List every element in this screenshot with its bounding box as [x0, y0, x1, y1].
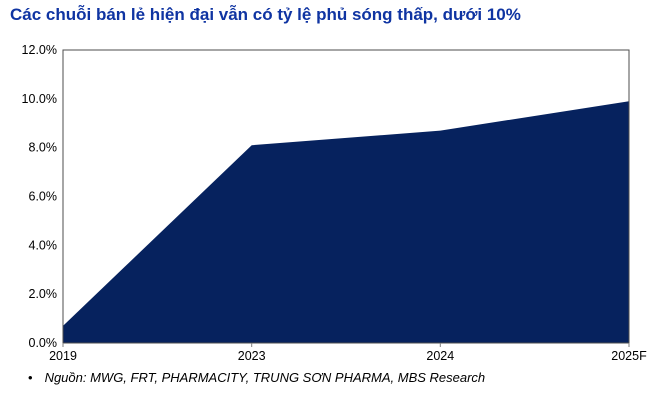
bullet-marker: • — [28, 370, 33, 385]
plot-border — [62, 49, 630, 344]
source-text: Nguồn: MWG, FRT, PHARMACITY, TRUNG SƠN P… — [44, 370, 486, 385]
area-series — [63, 101, 629, 343]
y-tick-label: 8.0% — [29, 141, 58, 155]
y-tick-label: 0.0% — [29, 336, 58, 350]
y-tick-label: 6.0% — [29, 190, 58, 204]
x-tick-label: 2025F — [611, 349, 647, 363]
source-note: • Nguồn: MWG, FRT, PHARMACITY, TRUNG SƠN… — [28, 370, 648, 385]
chart-title: Các chuỗi bán lẻ hiện đại vẫn có tỷ lệ p… — [10, 5, 521, 24]
x-tick-label: 2024 — [426, 349, 454, 363]
y-tick-label: 4.0% — [29, 238, 58, 252]
y-tick-label: 2.0% — [29, 287, 58, 301]
y-tick-label: 12.0% — [22, 43, 57, 57]
x-tick-label: 2019 — [49, 349, 77, 363]
y-tick-label: 10.0% — [22, 92, 57, 106]
x-tick-label: 2023 — [238, 349, 266, 363]
